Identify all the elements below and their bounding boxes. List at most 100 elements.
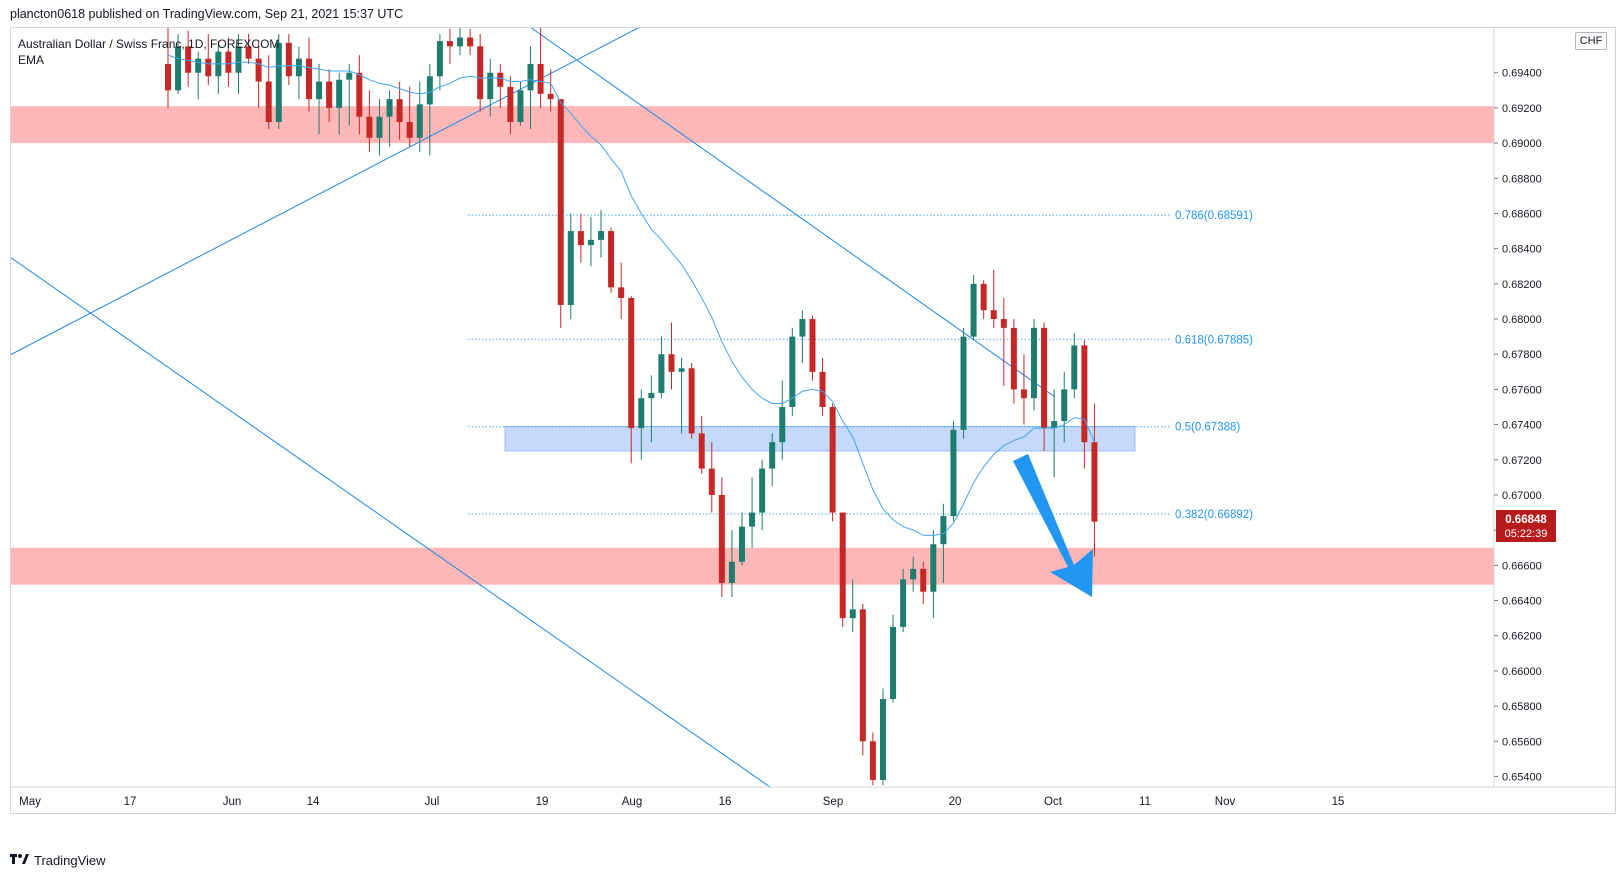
candle-body [396, 99, 403, 122]
y-tick-label: 0.66400 [1502, 596, 1542, 608]
candle-body [598, 231, 605, 240]
price-badge-price: 0.66848 [1505, 514, 1547, 526]
x-tick-label: Nov [1215, 796, 1236, 808]
y-tick-label: 0.68200 [1502, 279, 1542, 291]
x-tick-label: Sep [823, 796, 843, 808]
candle-body [1010, 327, 1017, 390]
candle-body [165, 63, 171, 91]
projection-arrow-shape [1013, 454, 1093, 597]
x-tick-label: May [19, 796, 41, 808]
plot-area[interactable] [10, 27, 1494, 787]
y-tick-label: 0.67200 [1502, 455, 1542, 467]
candle-body [940, 516, 947, 545]
y-tick-label: 0.68800 [1502, 173, 1542, 185]
candle-body [829, 407, 836, 513]
descending-trendline-lower [9, 256, 771, 788]
candle-body [366, 116, 373, 138]
candle-body [1091, 442, 1098, 522]
y-tick-label: 0.68600 [1502, 208, 1542, 220]
candle-body [1020, 389, 1027, 399]
candle-body [336, 79, 343, 108]
candle-body [557, 99, 564, 305]
y-tick-label: 0.65800 [1502, 701, 1542, 713]
candle-body [678, 368, 685, 372]
x-tick-label: 16 [719, 796, 732, 808]
x-tick-label: 19 [536, 796, 549, 808]
candle-body [718, 494, 725, 583]
candle-body [859, 609, 866, 742]
candle-body [305, 58, 312, 100]
candle-body [960, 336, 967, 430]
candle-body [275, 42, 282, 123]
candle-body [688, 368, 695, 434]
candle-body [1061, 389, 1068, 422]
candle-body [708, 468, 715, 495]
y-tick-label: 0.69400 [1502, 68, 1542, 80]
y-tick-label: 0.67600 [1502, 384, 1542, 396]
price-badge: 0.66848 05:22:39 [1496, 510, 1556, 542]
legend-indicator[interactable]: EMA [18, 53, 45, 67]
candle-body [869, 741, 876, 780]
footer-brand[interactable]: TradingView [34, 853, 106, 868]
candle-body [809, 319, 816, 372]
candle-body [577, 231, 584, 246]
candle-body [587, 239, 594, 246]
candle-body [467, 37, 474, 47]
candle-body [1051, 421, 1058, 429]
candle-body [195, 58, 202, 73]
candle-body [346, 72, 353, 80]
y-tick-label: 0.69000 [1502, 138, 1542, 150]
candle-body [356, 72, 363, 117]
candle-body [910, 568, 917, 580]
candle-body [527, 63, 534, 91]
candle-body [326, 81, 333, 108]
x-tick-label: 15 [1332, 796, 1345, 808]
candle-body [265, 81, 272, 122]
candle-body [819, 371, 826, 407]
zones-layer [10, 106, 1494, 585]
fib-level-label: 0.618(0.67885) [1175, 334, 1253, 346]
y-tick-label: 0.67400 [1502, 420, 1542, 432]
candle-body [1031, 327, 1038, 399]
candle-body [1000, 319, 1007, 328]
candle-body [1041, 327, 1048, 429]
candle-body [205, 58, 212, 77]
retest-zone [504, 425, 1136, 452]
x-tick-label: Aug [622, 796, 642, 808]
candle-body [225, 51, 232, 73]
resistance-zone [10, 106, 1494, 144]
y-tick-label: 0.66600 [1502, 560, 1542, 572]
x-tick-label: Oct [1044, 796, 1063, 808]
ascending-trendline [9, 26, 641, 356]
y-tick-label: 0.65600 [1502, 736, 1542, 748]
y-tick-label: 0.69200 [1502, 103, 1542, 115]
y-tick-label: 0.67000 [1502, 490, 1542, 502]
candle-body [255, 58, 262, 82]
candle-body [638, 398, 645, 429]
candle-body [446, 41, 453, 47]
trendlines-layer [9, 26, 1056, 788]
fib-level-label: 0.5(0.67388) [1175, 422, 1240, 434]
candle-body [235, 46, 242, 73]
projection-arrow [1013, 454, 1093, 597]
currency-label[interactable]: CHF [1575, 32, 1607, 50]
candle-body [890, 626, 897, 700]
tradingview-logo-icon[interactable] [10, 853, 30, 868]
x-tick-label: 17 [124, 796, 137, 808]
price-chart[interactable]: 0.786(0.68591) 0.618(0.67885) 0.5(0.67388)… [9, 23, 1616, 871]
footer: TradingView [10, 853, 106, 868]
candle-body [648, 392, 655, 399]
chart-frame[interactable]: 0.786(0.68591) 0.618(0.67885) 0.5(0.67388)… [9, 23, 1616, 871]
candle-body [547, 93, 554, 100]
fib-level-label: 0.786(0.68591) [1175, 210, 1253, 222]
x-tick-label: 20 [949, 796, 962, 808]
candle-body [628, 297, 635, 429]
chart-legend: Australian Dollar / Swiss Franc, 1D, FOR… [18, 36, 279, 68]
candle-body [658, 354, 665, 393]
candle-body [406, 122, 413, 138]
y-tick-label: 0.66000 [1502, 666, 1542, 678]
x-tick-label: Jul [425, 796, 440, 808]
legend-symbol[interactable]: Australian Dollar / Swiss Franc, 1D, FOR… [18, 37, 280, 51]
fib-level-label: 0.382(0.66892) [1175, 509, 1253, 521]
y-tick-label: 0.68400 [1502, 244, 1542, 256]
